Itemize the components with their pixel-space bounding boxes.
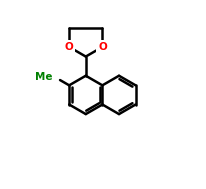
Text: O: O: [64, 42, 73, 52]
Text: O: O: [98, 42, 106, 52]
Text: Me: Me: [35, 72, 53, 82]
